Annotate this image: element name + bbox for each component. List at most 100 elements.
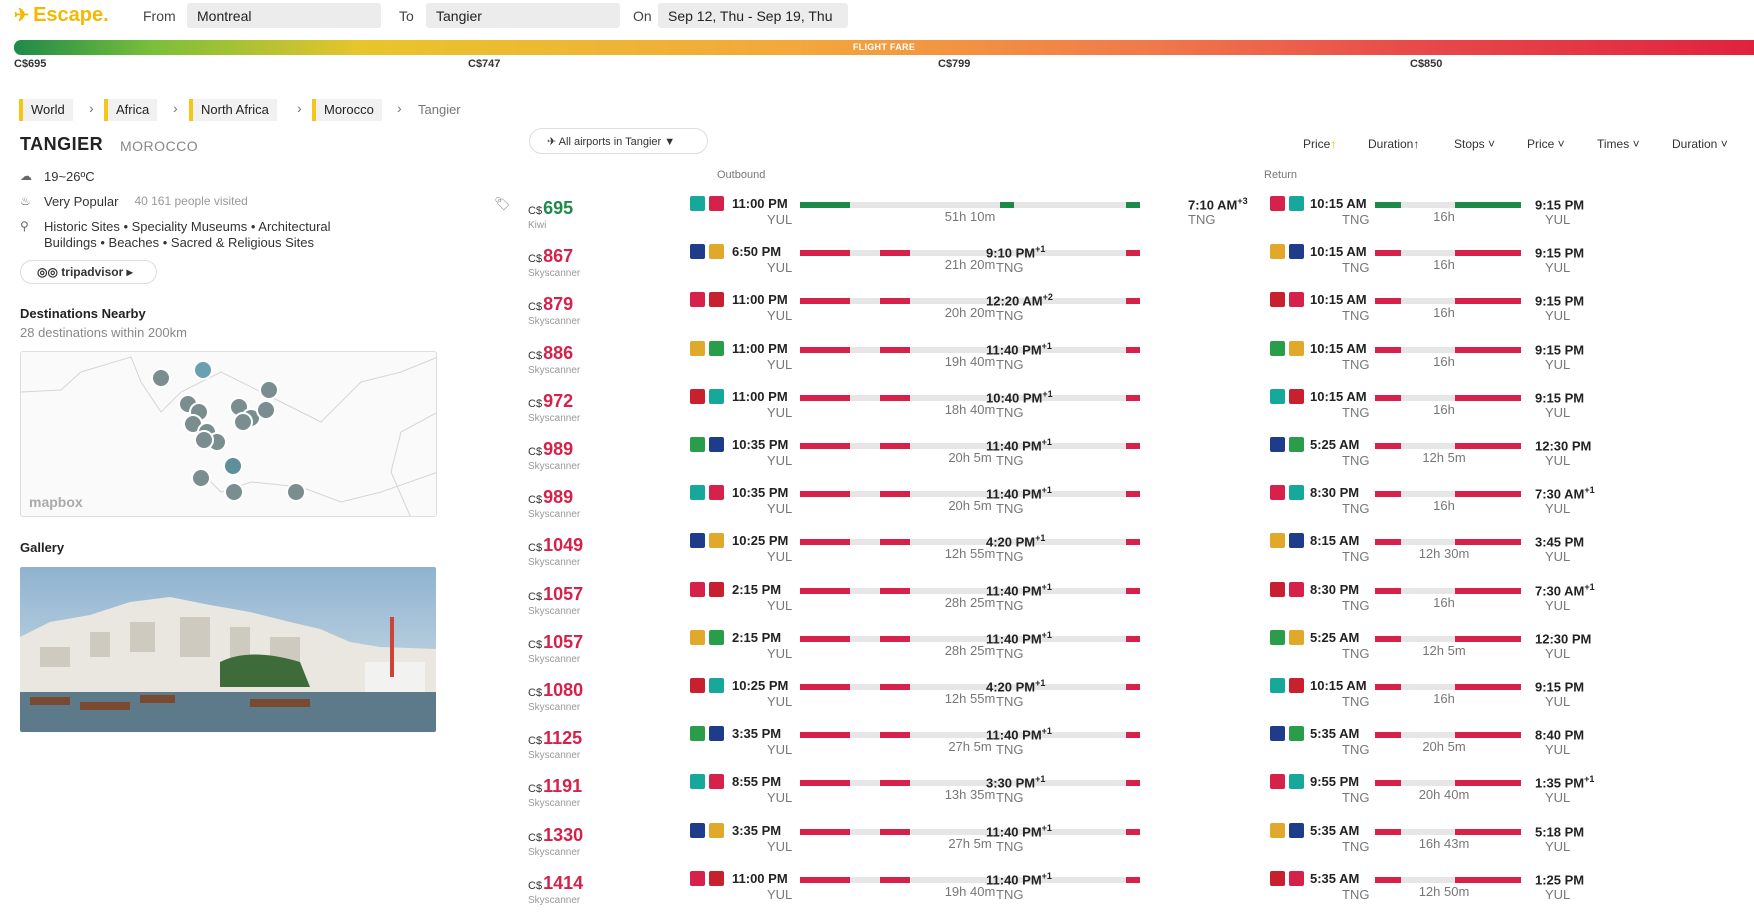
flight-segment [1455,635,1521,642]
airline-logo-icon [1289,629,1304,645]
price: C$695 [528,198,573,219]
to-field[interactable]: Tangier [426,3,620,28]
price-value: 886 [543,342,574,363]
booking-source: Skyscanner [528,605,581,617]
outbound-origin: YUL [767,356,793,372]
return-arrival: 12:30 PM [1535,630,1591,646]
day-offset: +1 [1041,485,1052,496]
flight-row[interactable]: C$695 Kiwi 11:00 PM YUL 51h 10m 7:10 AM+3 TNG 1… [524,196,1754,244]
outbound-arrival: 11:40 PM+1 [986,726,1052,742]
outbound-origin: YUL [767,453,793,468]
return-destination: YUL [1545,404,1571,420]
flight-row[interactable]: C$1049 Skyscanner 10:25 PM YUL 12h 55m 4:20 P… [524,533,1754,581]
price-value: 1080 [543,680,584,700]
return-arrival: 9:15 PM [1535,678,1584,694]
breadcrumb-morocco[interactable]: Morocco [312,99,382,121]
logo-text: Escape. [33,4,109,26]
breadcrumb-north-africa[interactable]: North Africa [189,99,277,121]
breadcrumb-world[interactable]: World [19,99,73,121]
flight-segment [800,443,850,449]
airports-select[interactable]: ✈ All airports in Tangier ▼ [529,128,708,154]
filter-price-label: Price [1527,137,1555,151]
outbound-duration: 27h 5m [948,835,992,851]
flight-segment [800,587,850,594]
flight-segment [1375,635,1401,642]
airline-logo-icon [690,388,705,404]
price: C$867 [528,246,573,267]
airline-logo-icon [1270,629,1285,645]
outbound-header: Outbound [717,169,766,181]
return-header: Return [1264,169,1298,181]
flight-row[interactable]: C$886 Skyscanner 11:00 PM YUL 19h 40m 11:40 P… [524,340,1754,389]
airline-logo-icon [1270,437,1285,452]
flight-row[interactable]: C$1057 Skyscanner 2:15 PM YUL 28h 25m 11:40 P… [524,629,1754,678]
return-destination: YUL [1545,308,1571,324]
filter-price-button[interactable]: Price ˅ [1527,137,1565,151]
return-duration: 12h 50m [1418,883,1470,899]
outbound-duration: 27h 5m [948,739,992,755]
booking-source: Kiwi [528,220,547,231]
escape-logo[interactable]: ✈ Escape. [14,4,109,27]
airline-logo-icon [1289,774,1304,790]
gallery-image[interactable] [20,567,436,732]
flight-segment [880,876,910,883]
flight-row[interactable]: C$1125 Skyscanner 3:35 PM YUL 27h 5m 11:40 PM… [524,726,1754,774]
airline-logo-icon [690,340,705,356]
airline-logo-icon [709,485,724,501]
flight-row[interactable]: C$989 Skyscanner 10:35 PM YUL 20h 5m 11:40 PM… [524,485,1754,533]
outbound-departure: 11:00 PM [732,870,788,886]
sort-price-button[interactable]: Price↑ [1303,137,1336,151]
tripadvisor-button[interactable]: ◎◎ tripadvisor ▸ [20,260,157,284]
flight-row[interactable]: C$989 Skyscanner 10:35 PM YUL 20h 5m 11:40 PM… [524,437,1754,485]
outbound-destination: TNG [996,597,1024,613]
flight-row[interactable]: C$1330 Skyscanner 3:35 PM YUL 27h 5m 11:40 PM… [524,822,1754,871]
country-label: MOROCCO [120,138,199,154]
tag-icon[interactable]: 🏷 [494,196,511,211]
outbound-arrival: 11:40 PM+1 [986,437,1052,453]
return-duration: 16h [1433,594,1455,610]
sort-duration-button[interactable]: Duration↑ [1368,137,1419,151]
flight-segment [880,346,910,353]
flight-segment [1375,346,1401,353]
attractions-line: Buildings • Beaches • Sacred & Religious… [44,235,314,250]
chevron-down-icon: ˅ [1629,137,1640,151]
airline-logo-icon [709,870,724,886]
flight-segment [1455,587,1521,594]
airline-logo-icon [709,822,724,838]
date-field[interactable]: Sep 12, Thu - Sep 19, Thu [658,3,848,28]
flight-row[interactable]: C$1080 Skyscanner 10:25 PM YUL 12h 55m 4:20 P… [524,678,1754,726]
flight-row[interactable]: C$1191 Skyscanner 8:55 PM YUL 13h 35m 3:30 PM… [524,774,1754,822]
return-origin: TNG [1342,838,1370,854]
return-origin: TNG [1342,260,1370,276]
popularity-value: Very Popular [44,194,119,209]
return-departure: 8:30 PM [1310,581,1360,597]
airline-logo-icon [1289,726,1304,742]
flight-segment [1455,491,1521,498]
airline-logo-icon [709,581,724,597]
flight-row[interactable]: C$879 Skyscanner 11:00 PM YUL 20h 20m 12:20 A… [524,292,1754,340]
flight-row[interactable]: C$867 Skyscanner 6:50 PM YUL 21h 20m 9:10 PM+… [524,244,1754,292]
day-offset: +1 [1584,485,1595,496]
outbound-departure: 11:00 PM [732,340,788,356]
breadcrumb-africa[interactable]: Africa [104,99,158,121]
outbound-duration: 12h 55m [944,546,996,562]
return-timeline [1375,298,1521,305]
arrival-time: 9:15 PM [1535,293,1585,309]
flight-row[interactable]: C$972 Skyscanner 11:00 PM YUL 18h 40m 10:40 P… [524,388,1754,437]
filter-times-button[interactable]: Times ˅ [1597,137,1640,151]
filter-duration-button[interactable]: Duration ˅ [1672,137,1728,151]
return-arrival: 1:25 PM [1535,871,1584,887]
airline-logo-icon [1289,581,1304,597]
flight-row[interactable]: C$1057 Skyscanner 2:15 PM YUL 28h 25m 11:40 P… [524,581,1754,630]
filter-stops-button[interactable]: Stops ˅ [1454,137,1495,151]
flight-segment [1375,202,1401,208]
outbound-departure: 10:25 PM [732,533,789,549]
flight-row[interactable]: C$1414 Skyscanner 11:00 PM YUL 19h 40m 11:40 … [524,870,1754,914]
return-destination: YUL [1545,597,1571,613]
flight-segment [800,876,850,883]
outbound-destination: TNG [996,886,1024,902]
nearby-map[interactable]: mapbox [20,351,437,517]
flight-segment [880,298,910,305]
from-field[interactable]: Montreal [187,3,381,28]
arrival-time: 12:30 PM [1535,631,1592,647]
